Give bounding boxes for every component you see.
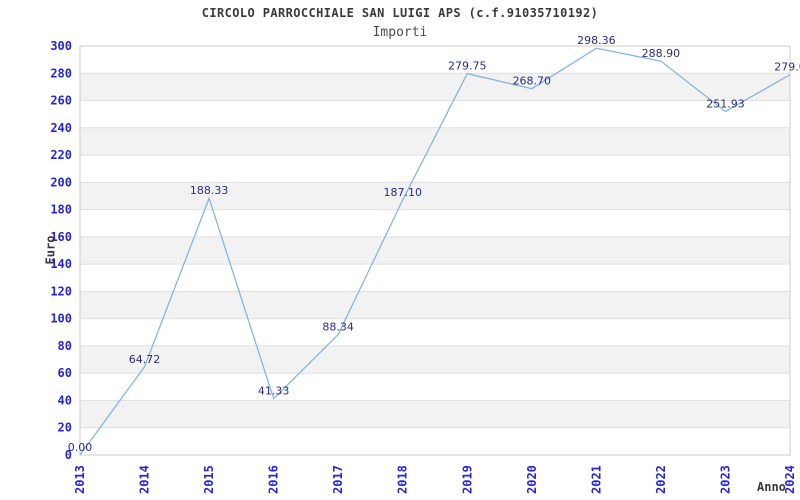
plot-band xyxy=(80,318,790,346)
x-tick-label: 2013 xyxy=(73,465,87,494)
point-value-label: 188.33 xyxy=(190,184,229,197)
plot-band xyxy=(80,264,790,292)
y-tick-label: 280 xyxy=(50,66,72,80)
y-tick-label: 240 xyxy=(50,121,72,135)
plot-band xyxy=(80,236,790,265)
plot-band xyxy=(80,209,790,237)
y-tick-label: 180 xyxy=(50,203,72,217)
y-tick-label: 80 xyxy=(58,339,72,353)
plot-band xyxy=(80,400,790,428)
plot-band xyxy=(80,127,790,156)
chart-subtitle: Importi xyxy=(372,25,428,40)
point-value-label: 279.0 xyxy=(774,61,800,74)
chart-title: CIRCOLO PARROCCHIALE SAN LUIGI APS (c.f.… xyxy=(201,6,599,20)
point-value-label: 41.33 xyxy=(258,385,290,398)
x-tick-label: 2017 xyxy=(331,465,345,494)
point-value-label: 0.00 xyxy=(68,441,93,454)
plot-border xyxy=(79,45,791,456)
plot-band xyxy=(80,291,790,319)
point-value-label: 64.72 xyxy=(129,353,161,366)
x-tick-label: 2015 xyxy=(202,465,216,494)
y-tick-label: 100 xyxy=(50,312,72,326)
y-tick-label: 200 xyxy=(50,175,72,189)
series-line-importi xyxy=(79,47,791,456)
plot-band xyxy=(80,100,790,128)
point-value-label: 251.93 xyxy=(706,98,745,111)
x-axis-label: Anno xyxy=(757,480,786,494)
y-tick-label: 220 xyxy=(50,148,72,162)
x-tick-label: 2018 xyxy=(396,465,410,494)
plot-band xyxy=(80,182,790,210)
plot-band xyxy=(80,73,790,101)
x-tick-label: 2024 xyxy=(783,465,797,494)
x-tick-label: 2023 xyxy=(718,465,732,494)
plot-band xyxy=(80,345,790,374)
point-value-label: 288.90 xyxy=(642,47,681,60)
y-tick-label: 60 xyxy=(58,366,72,380)
point-value-label: 298.36 xyxy=(577,34,616,47)
x-tick-label: 2020 xyxy=(525,465,539,494)
plot-band xyxy=(80,155,790,183)
y-axis-label: Euro xyxy=(43,235,58,265)
x-tick-label: 2014 xyxy=(138,465,152,494)
point-value-label: 88.34 xyxy=(322,321,354,334)
point-value-label: 279.75 xyxy=(448,60,487,73)
y-tick-label: 260 xyxy=(50,94,72,108)
y-tick-label: 0 xyxy=(65,448,72,462)
y-tick-label: 140 xyxy=(50,257,72,271)
y-tick-label: 160 xyxy=(50,230,72,244)
plot-band xyxy=(80,46,790,74)
x-tick-label: 2022 xyxy=(654,465,668,494)
y-tick-label: 120 xyxy=(50,284,72,298)
point-value-label: 187.10 xyxy=(383,186,422,199)
x-tick-label: 2021 xyxy=(589,465,603,494)
y-tick-label: 40 xyxy=(58,393,72,407)
y-tick-label: 300 xyxy=(50,39,72,53)
point-value-label: 268.70 xyxy=(513,75,552,88)
x-tick-label: 2019 xyxy=(460,465,474,494)
plot-band xyxy=(80,373,790,401)
plot-band xyxy=(80,427,790,455)
y-tick-label: 20 xyxy=(58,421,72,435)
x-tick-label: 2016 xyxy=(267,465,281,494)
